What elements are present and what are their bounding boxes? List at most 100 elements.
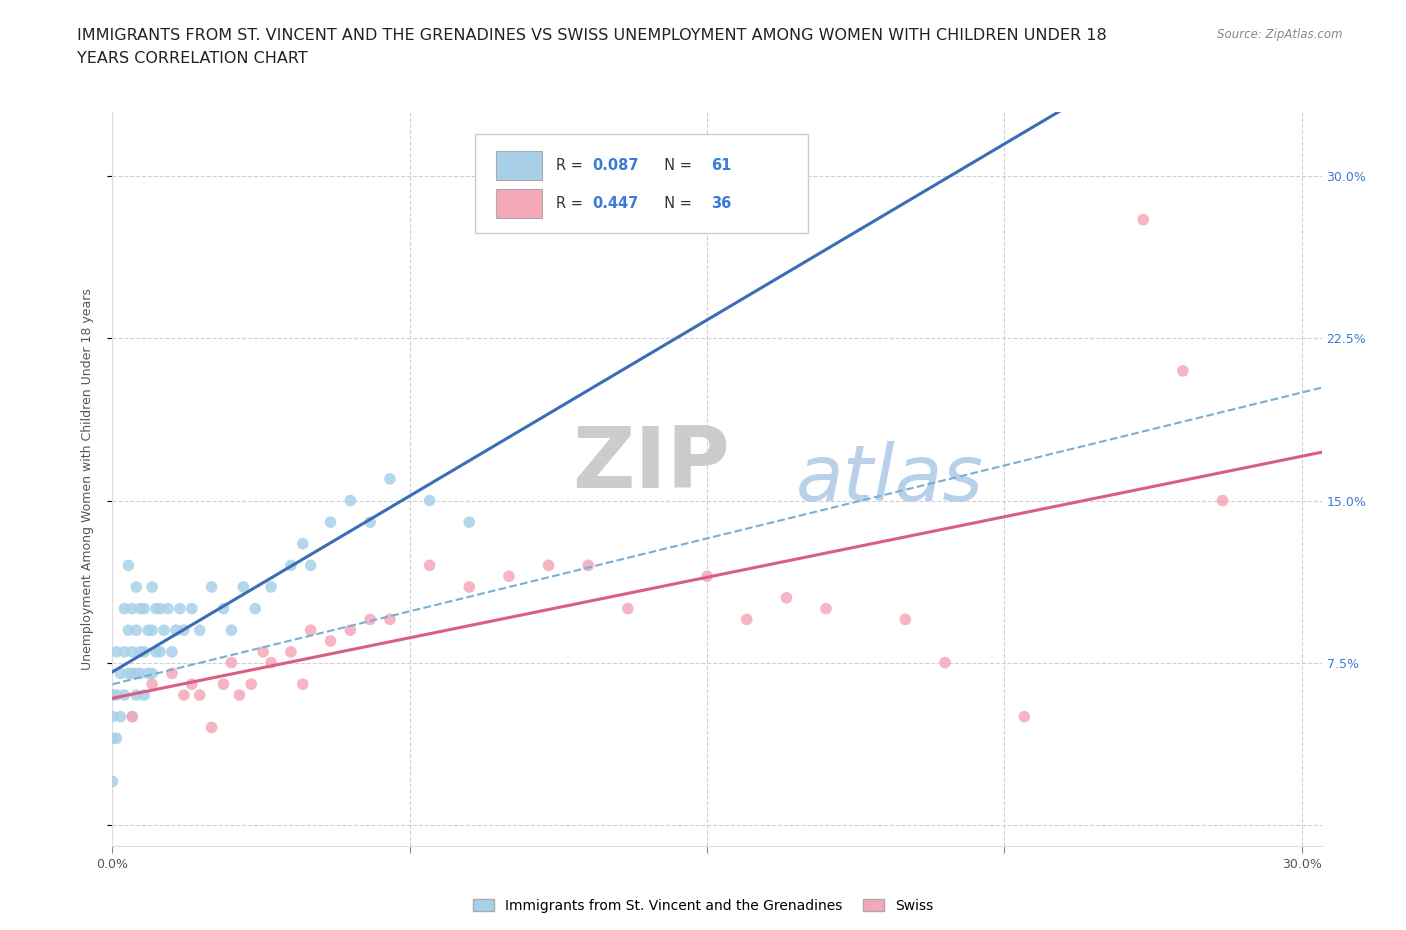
Point [101,774,124,789]
Point [169,601,191,616]
Point [112,644,135,659]
Point [173,687,195,702]
Point [141,677,163,692]
Point [200,720,222,735]
Point [160,666,183,681]
Point [696,569,718,584]
Point [815,601,838,616]
Point [141,623,163,638]
Point [232,579,254,594]
Point [280,644,302,659]
Point [117,623,139,638]
FancyBboxPatch shape [475,134,807,232]
Point [180,677,202,692]
Point [212,601,235,616]
Point [121,601,143,616]
Point [180,601,202,616]
Point [110,710,132,724]
Text: R =: R = [557,158,588,173]
Point [117,666,139,681]
Point [378,472,401,486]
Text: ZIP: ZIP [572,423,730,506]
Point [419,493,441,508]
Point [359,514,381,529]
Point [105,731,128,746]
Point [221,656,243,671]
Point [149,644,172,659]
Point [319,514,342,529]
Point [105,644,128,659]
Point [101,710,124,724]
Point [228,687,250,702]
Text: 0.087: 0.087 [592,158,638,173]
Point [252,644,274,659]
Point [378,612,401,627]
Point [934,656,956,671]
Point [141,579,163,594]
Point [245,601,267,616]
Point [173,623,195,638]
Point [280,558,302,573]
Point [105,687,128,702]
Point [188,623,211,638]
Text: 0.447: 0.447 [592,196,638,211]
Point [458,514,481,529]
Point [121,666,143,681]
Y-axis label: Unemployment Among Women with Children Under 18 years: Unemployment Among Women with Children U… [82,288,94,670]
Point [134,687,156,702]
Point [894,612,917,627]
Point [101,687,124,702]
Point [319,633,342,648]
Point [1132,212,1154,227]
Point [188,687,211,702]
Point [125,666,148,681]
Text: N =: N = [655,196,697,211]
Point [129,644,152,659]
Point [419,558,441,573]
Text: IMMIGRANTS FROM ST. VINCENT AND THE GRENADINES VS SWISS UNEMPLOYMENT AMONG WOMEN: IMMIGRANTS FROM ST. VINCENT AND THE GREN… [77,28,1107,43]
Text: YEARS CORRELATION CHART: YEARS CORRELATION CHART [77,51,308,66]
Point [136,666,159,681]
Point [299,623,322,638]
Point [117,558,139,573]
Point [160,644,183,659]
Point [110,666,132,681]
Point [240,677,263,692]
Point [112,687,135,702]
Point [101,731,124,746]
Point [136,623,159,638]
Point [260,656,283,671]
Point [1212,493,1234,508]
Point [339,623,361,638]
Point [221,623,243,638]
Point [299,558,322,573]
Point [125,579,148,594]
Point [156,601,179,616]
Text: Source: ZipAtlas.com: Source: ZipAtlas.com [1218,28,1343,41]
Point [775,591,797,605]
Point [134,644,156,659]
Point [359,612,381,627]
Point [339,493,361,508]
Text: N =: N = [655,158,697,173]
Point [291,537,314,551]
Text: atlas: atlas [796,441,984,517]
Point [617,601,640,616]
Point [145,601,167,616]
Point [112,601,135,616]
Point [165,623,187,638]
Point [125,687,148,702]
Point [1171,364,1194,379]
Point [458,579,481,594]
Point [537,558,560,573]
Point [735,612,758,627]
Bar [496,151,541,179]
Point [260,579,283,594]
Point [121,644,143,659]
Point [291,677,314,692]
Point [129,601,152,616]
Point [498,569,520,584]
Point [212,677,235,692]
Point [145,644,167,659]
Point [134,601,156,616]
